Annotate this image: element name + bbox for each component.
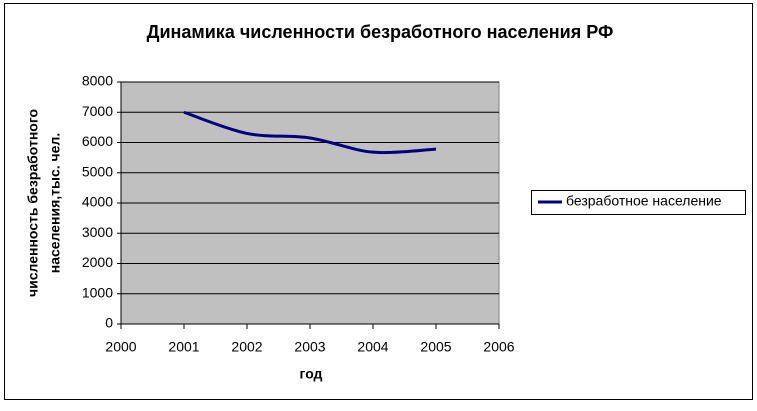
y-tick-label: 7000	[82, 103, 113, 119]
x-tick-label: 2002	[231, 339, 262, 355]
y-axis-label-line: численность безработного	[25, 109, 41, 297]
y-tick-label: 4000	[82, 194, 113, 210]
legend-label: безработное население	[566, 193, 722, 209]
y-tick-label: 5000	[82, 163, 113, 179]
y-tick-label: 1000	[82, 284, 113, 300]
y-tick-label: 8000	[82, 73, 113, 89]
x-tick-label: 2001	[168, 339, 199, 355]
x-tick-label: 2000	[105, 339, 136, 355]
y-tick-label: 0	[105, 315, 113, 331]
line-series	[183, 110, 437, 155]
y-axis-label: численность безработного населения,тыс. …	[25, 109, 63, 297]
legend	[531, 190, 746, 215]
chart-title: Динамика численности безработного населе…	[147, 22, 614, 42]
x-tick-label: 2005	[420, 339, 451, 355]
x-tick-label: 2006	[483, 339, 514, 355]
y-tick-label: 3000	[82, 224, 113, 240]
x-tick-label: 2003	[294, 339, 325, 355]
y-axis-label-line: населения,тыс. чел.	[47, 133, 63, 274]
y-tick-label: 6000	[82, 133, 113, 149]
x-axis-label: год	[300, 366, 323, 382]
x-tick-label: 2004	[357, 339, 388, 355]
y-tick-label: 2000	[82, 254, 113, 270]
